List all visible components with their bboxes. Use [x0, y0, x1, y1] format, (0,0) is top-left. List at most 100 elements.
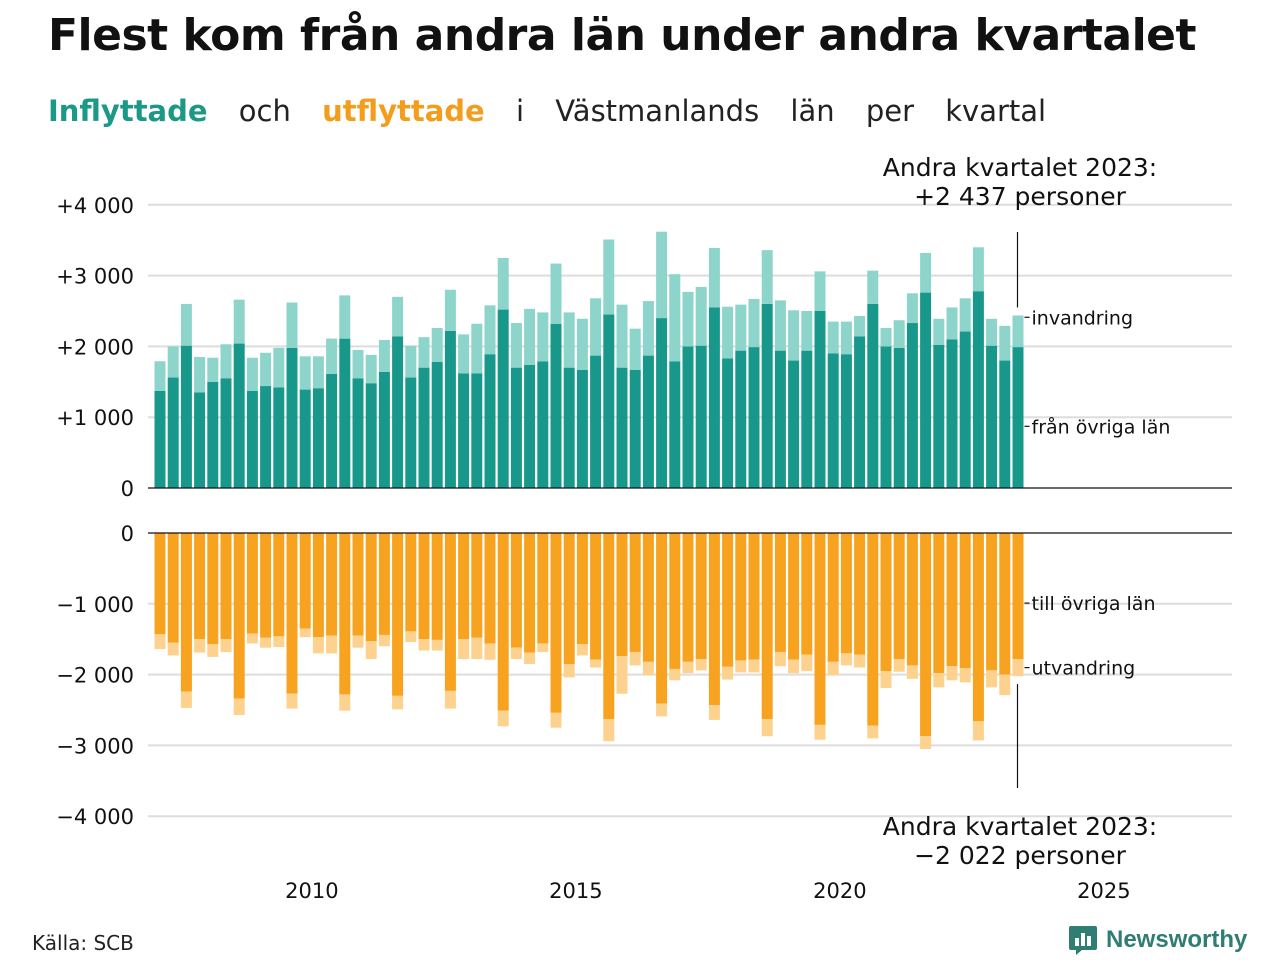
bar-utvandring [444, 690, 456, 709]
bar-invandring [273, 347, 285, 388]
bar-fran-ovriga-lan [405, 377, 417, 488]
bar-invandring [246, 357, 258, 392]
bar-till-ovriga-lan [537, 533, 549, 644]
label-fran-ovriga-lan: från övriga län [1032, 415, 1171, 438]
bar-utvandring [339, 694, 351, 711]
bar-utvandring [207, 644, 219, 657]
bar-fran-ovriga-lan [603, 314, 615, 488]
x-tick-label: 2015 [549, 879, 602, 903]
bar-till-ovriga-lan [590, 533, 602, 660]
bar-till-ovriga-lan [814, 533, 826, 725]
bar-invandring [682, 291, 694, 347]
subtitle-och: och [238, 94, 291, 128]
bar-fran-ovriga-lan [656, 318, 668, 488]
chart-title: Flest kom från andra län under andra kva… [48, 10, 1197, 61]
bar-invandring [220, 344, 232, 379]
bar-utvandring [933, 673, 945, 688]
bar-till-ovriga-lan [471, 533, 483, 638]
bar-till-ovriga-lan [260, 533, 272, 638]
bar-fran-ovriga-lan [431, 361, 443, 488]
source-label: Källa: SCB [32, 931, 134, 955]
bar-till-ovriga-lan [1012, 533, 1024, 660]
bar-fran-ovriga-lan [959, 331, 971, 488]
bottom-y-tick-label: −1 000 [56, 593, 134, 617]
subtitle-i: i [515, 94, 524, 128]
bar-fran-ovriga-lan [840, 354, 852, 488]
bar-utvandring [880, 671, 892, 689]
bottom-y-tick-label: −4 000 [56, 805, 134, 829]
bar-utvandring [154, 634, 166, 650]
bar-till-ovriga-lan [220, 533, 232, 640]
bar-fran-ovriga-lan [669, 361, 681, 488]
bar-utvandring [603, 719, 615, 742]
top-y-tick-label: +1 000 [56, 406, 134, 430]
bar-invandring [365, 354, 377, 384]
bar-fran-ovriga-lan [708, 307, 720, 488]
bar-utvandring [299, 628, 311, 638]
bar-till-ovriga-lan [550, 533, 562, 713]
bar-utvandring [497, 710, 509, 727]
bar-utvandring [510, 647, 522, 660]
bar-fran-ovriga-lan [326, 374, 338, 488]
bar-fran-ovriga-lan [524, 364, 536, 488]
bar-utvandring [273, 636, 285, 647]
bar-till-ovriga-lan [867, 533, 879, 726]
newsworthy-logo: Newsworthy [1068, 924, 1247, 956]
bar-till-ovriga-lan [167, 533, 179, 643]
bar-till-ovriga-lan [642, 533, 654, 662]
bar-till-ovriga-lan [299, 533, 311, 629]
bar-invandring [840, 321, 852, 355]
bar-invandring [392, 296, 404, 337]
bar-utvandring [999, 674, 1011, 696]
bar-utvandring [735, 660, 747, 673]
bar-utvandring [471, 637, 483, 660]
subtitle-per: per [865, 94, 915, 128]
bar-fran-ovriga-lan [471, 373, 483, 488]
bar-utvandring [365, 641, 377, 660]
bar-fran-ovriga-lan [563, 367, 575, 488]
bar-invandring [207, 357, 219, 382]
bar-till-ovriga-lan [880, 533, 892, 672]
bar-fran-ovriga-lan [906, 323, 918, 488]
bar-fran-ovriga-lan [814, 311, 826, 488]
bar-fran-ovriga-lan [629, 369, 641, 488]
bar-fran-ovriga-lan [972, 291, 984, 488]
bar-till-ovriga-lan [629, 533, 641, 652]
bar-utvandring [537, 643, 549, 652]
bar-utvandring [906, 665, 918, 679]
bar-till-ovriga-lan [827, 533, 839, 662]
bar-invandring [260, 352, 272, 387]
x-tick-label: 2025 [1077, 879, 1130, 903]
bar-till-ovriga-lan [616, 533, 628, 657]
bar-invandring [920, 252, 932, 293]
bar-invandring [444, 289, 456, 331]
bar-fran-ovriga-lan [801, 350, 813, 488]
bar-utvandring [959, 668, 971, 683]
bar-till-ovriga-lan [154, 533, 166, 635]
newsworthy-logo-icon [1069, 926, 1097, 955]
bar-utvandring [669, 668, 681, 681]
bar-fran-ovriga-lan [722, 358, 734, 488]
bar-utvandring [946, 666, 958, 681]
top-annotation-line1: Andra kvartalet 2023: [883, 153, 1157, 182]
bar-till-ovriga-lan [365, 533, 377, 642]
bar-fran-ovriga-lan [616, 367, 628, 488]
bar-fran-ovriga-lan [590, 355, 602, 488]
bar-till-ovriga-lan [774, 533, 786, 652]
bar-fran-ovriga-lan [999, 360, 1011, 488]
bar-till-ovriga-lan [959, 533, 971, 669]
bar-invandring [814, 271, 826, 311]
bar-fran-ovriga-lan [418, 367, 430, 488]
bar-fran-ovriga-lan [246, 391, 258, 488]
bar-till-ovriga-lan [576, 533, 588, 645]
bar-fran-ovriga-lan [761, 303, 773, 488]
bar-utvandring [194, 639, 206, 653]
bar-invandring [286, 302, 298, 348]
bar-fran-ovriga-lan [365, 383, 377, 488]
bar-invandring [378, 340, 390, 372]
bar-till-ovriga-lan [893, 533, 905, 660]
bar-invandring [167, 346, 179, 378]
bar-utvandring [484, 643, 496, 660]
bar-utvandring [405, 631, 417, 643]
